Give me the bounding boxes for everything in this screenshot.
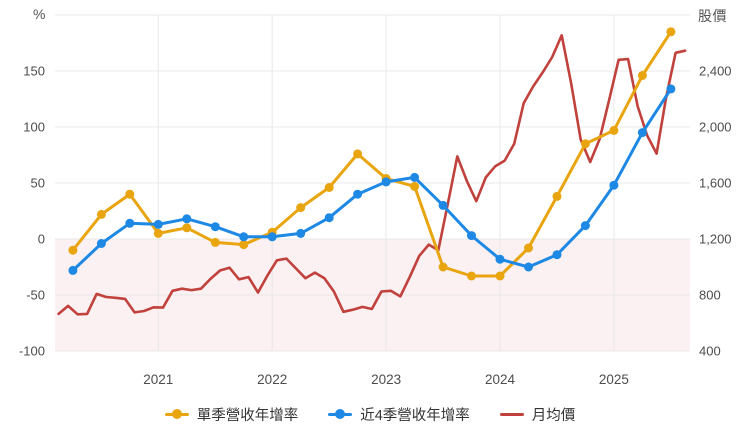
revenue-growth-stock-price-chart: 2021 2022 2023 2024 2025 150 100 50 0 -50 -100 2,40… (19, 14, 732, 387)
trailing4q-revenue-growth-line-point (210, 222, 220, 232)
trailing4q-revenue-growth-line-point (96, 239, 106, 248)
left-axis-tick-label: 0 (38, 232, 45, 247)
trailing4q-growth-legend-marker-icon (328, 408, 353, 420)
quarterly-revenue-growth-line-point (353, 149, 363, 159)
legend-label: 近4季營收年增率 (360, 407, 470, 424)
trailing4q-revenue-growth-line-point (410, 172, 420, 182)
trailing4q-revenue-growth-line-point (182, 214, 192, 224)
right-axis-tick-label: 1,200 (699, 232, 732, 247)
trailing4q-revenue-growth-line-point (68, 265, 78, 275)
left-axis-unit-label: % (33, 6, 46, 22)
trailing4q-revenue-growth-line-point (239, 232, 249, 242)
monthly-price-legend-marker-icon (499, 408, 524, 420)
quarterly-revenue-growth-line-point (125, 189, 135, 199)
quarterly-revenue-growth-line-point (609, 125, 619, 135)
x-axis-year-label: 2021 (143, 372, 173, 387)
trailing4q-revenue-growth-line-point (267, 232, 277, 242)
trailing4q-revenue-growth-line-point (381, 177, 391, 187)
quarterly-revenue-growth-line-point (153, 228, 163, 238)
left-axis-tick-label: 150 (23, 64, 45, 79)
quarterly-revenue-growth-line-point (637, 71, 647, 80)
right-axis-tick-label: 2,400 (699, 64, 732, 79)
legend-item-trailing4q-revenue-growth[interactable]: 近4季營收年增率 (328, 404, 470, 425)
quarterly-growth-legend-marker-icon (164, 408, 189, 420)
left-axis-tick-label: 50 (31, 176, 45, 191)
quarterly-revenue-growth-line (71, 30, 673, 278)
trailing4q-revenue-growth-line-point (609, 180, 619, 190)
x-axis-year-label: 2024 (485, 372, 516, 387)
right-axis-tick-label: 800 (699, 288, 721, 303)
trailing4q-revenue-growth-line-point (296, 228, 306, 238)
quarterly-revenue-growth-line-point (296, 203, 306, 213)
legend-label: 月均價 (531, 407, 576, 424)
legend-item-quarterly-revenue-growth[interactable]: 單季營收年增率 (164, 404, 299, 425)
quarterly-revenue-growth-line-point (438, 262, 448, 272)
trailing4q-revenue-growth-line-point (324, 213, 334, 223)
left-axis-tick-label: -50 (26, 288, 45, 303)
legend-label: 單季營收年增率 (196, 407, 299, 424)
trailing4q-revenue-growth-line-point (153, 219, 163, 229)
trailing4q-revenue-growth-line-point (666, 84, 676, 94)
left-axis-tick-label: 100 (23, 120, 45, 135)
monthly-average-price-line (57, 33, 687, 316)
quarterly-revenue-growth-line-point (410, 181, 420, 191)
x-axis-year-label: 2025 (599, 372, 629, 387)
trailing4q-revenue-growth-line-point (467, 231, 476, 241)
quarterly-revenue-growth-line-point (467, 271, 476, 281)
trailing4q-revenue-growth-line-point (125, 218, 135, 228)
chart-legend: 單季營收年增率 近4季營收年增率 月均價 (0, 399, 740, 429)
right-axis-tick-label: 400 (699, 344, 721, 359)
quarterly-revenue-growth-line-point (580, 139, 590, 149)
quarterly-revenue-growth-line-point (68, 245, 78, 255)
trailing4q-revenue-growth-line-point (353, 189, 363, 199)
trailing4q-revenue-growth-line-point (524, 262, 533, 272)
x-axis-year-label: 2022 (257, 372, 287, 387)
quarterly-revenue-growth-line-point (182, 223, 192, 233)
left-axis-tick-label: -100 (19, 344, 45, 359)
right-axis-tick-label: 2,000 (699, 120, 732, 135)
trailing4q-revenue-growth-line-point (495, 254, 505, 264)
quarterly-revenue-growth-line-point (239, 240, 249, 250)
right-axis-tick-label: 1,600 (699, 176, 732, 191)
right-axis-unit-label: 股價 (698, 8, 727, 24)
x-axis-year-label: 2023 (371, 372, 401, 387)
trailing4q-revenue-growth-line-point (438, 200, 448, 210)
trailing4q-revenue-growth-line-point (580, 221, 590, 231)
quarterly-revenue-growth-line-point (666, 27, 676, 37)
legend-item-monthly-average-price[interactable]: 月均價 (499, 404, 576, 425)
trailing4q-revenue-growth-line-point (552, 250, 562, 260)
quarterly-revenue-growth-line-point (524, 243, 533, 253)
quarterly-revenue-growth-line-point (552, 191, 562, 201)
quarterly-revenue-growth-line-point (96, 209, 106, 219)
quarterly-revenue-growth-line-point (210, 237, 220, 247)
trailing4q-revenue-growth-line-point (637, 128, 647, 138)
trailing4q-revenue-growth-line (71, 87, 673, 272)
quarterly-revenue-growth-line-point (495, 271, 505, 281)
quarterly-revenue-growth-line-point (324, 183, 334, 192)
